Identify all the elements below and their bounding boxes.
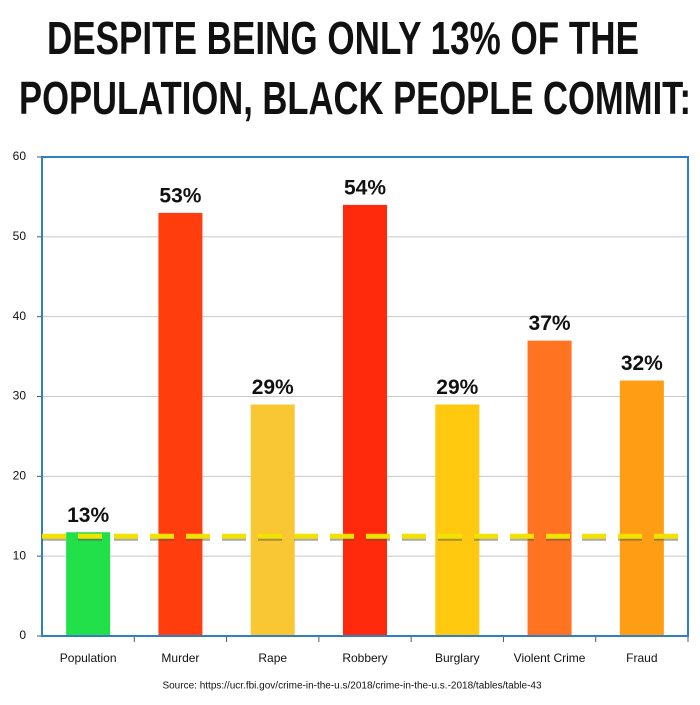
plot-frame — [41, 156, 689, 637]
data-label: 29% — [436, 376, 478, 399]
y-tick-label: 10 — [13, 548, 27, 562]
chart-title: DESPITE BEING ONLY 13% OF THE — [47, 12, 639, 64]
data-label: 13% — [67, 504, 109, 527]
bar — [435, 404, 480, 636]
x-tick-label: Rape — [258, 651, 287, 665]
data-label: 29% — [252, 376, 294, 399]
data-label: 32% — [621, 352, 663, 375]
bar — [343, 204, 387, 636]
x-tick-label: Robbery — [342, 651, 387, 665]
x-tick-label: Murder — [161, 651, 199, 665]
data-label: 54% — [344, 176, 386, 199]
x-tick-label: Fraud — [626, 651, 657, 665]
y-tick-label: 40 — [13, 309, 27, 323]
bar — [619, 380, 664, 636]
bar — [250, 404, 295, 636]
y-tick-label: 30 — [13, 389, 27, 403]
bar — [158, 212, 203, 636]
y-tick-label: 60 — [13, 149, 27, 163]
bar — [66, 532, 111, 636]
data-label: 53% — [159, 184, 201, 207]
chart-title: POPULATION, BLACK PEOPLE COMMIT: — [19, 72, 691, 124]
source-note: Source: https://ucr.fbi.gov/crime-in-the… — [162, 681, 542, 692]
x-tick-label: Population — [60, 651, 117, 665]
x-tick-label: Burglary — [435, 651, 480, 665]
y-tick-label: 20 — [13, 469, 27, 483]
x-tick-label: Violent Crime — [514, 651, 586, 665]
bar — [527, 340, 572, 636]
data-label: 37% — [529, 312, 571, 335]
y-tick-label: 0 — [19, 628, 26, 642]
y-tick-label: 50 — [13, 229, 27, 243]
